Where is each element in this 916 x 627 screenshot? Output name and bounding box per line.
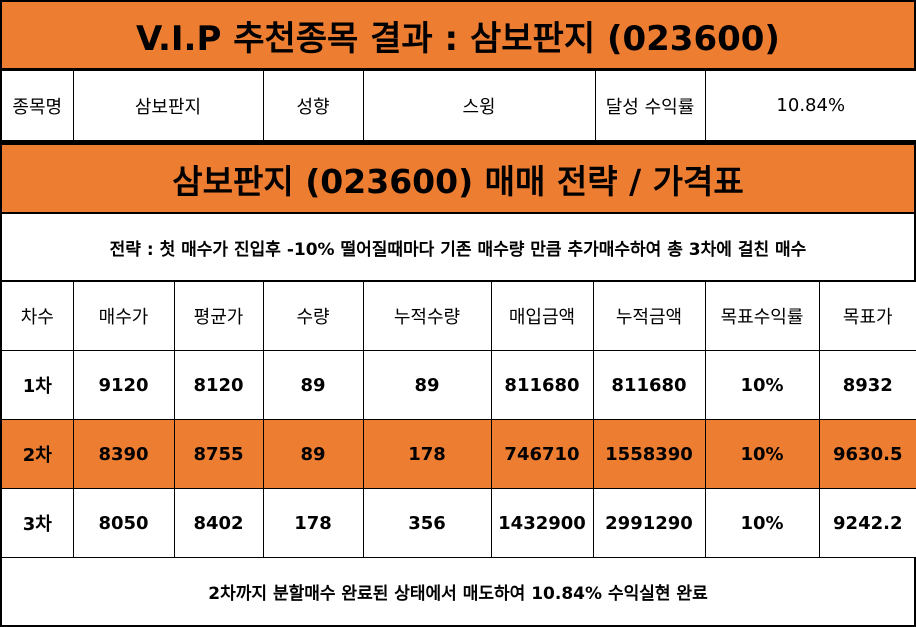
table-cell: 356: [362, 488, 492, 558]
achieved-return-value: 10.84%: [704, 70, 916, 141]
table-cell: 89: [262, 419, 364, 489]
table-cell: 8932: [818, 350, 916, 420]
table-cell: 178: [362, 419, 492, 489]
table-cell: 89: [262, 350, 364, 420]
table-cell: 8050: [72, 488, 175, 558]
header-cell: 매입금액: [490, 281, 594, 351]
table-cell: 2991290: [592, 488, 706, 558]
table-cell: 1432900: [490, 488, 594, 558]
table-cell: 89: [362, 350, 492, 420]
table-cell: 1차: [0, 350, 74, 420]
strategy-text: 전략 : 첫 매수가 진입후 -10% 떨어질때마다 기존 매수량 만큼 추가매…: [109, 239, 807, 260]
stock-name-value: 삼보판지: [72, 70, 264, 141]
trade-type-value: 스윙: [362, 70, 596, 141]
result-summary: 2차까지 분할매수 완료된 상태에서 매도하여 10.84% 수익실현 완료: [0, 557, 916, 627]
table-cell: 10%: [704, 350, 820, 420]
table-cell: 811680: [490, 350, 594, 420]
table-cell: 8390: [72, 419, 175, 489]
table-row: 1차 9120 8120 89 89 811680 811680 10% 893…: [0, 350, 916, 420]
stock-info-table: 종목명 삼보판지 성향 스윙 달성 수익률 10.84%: [0, 70, 916, 141]
table-cell: 10%: [704, 488, 820, 558]
table-cell: 178: [262, 488, 364, 558]
section-title-text: 삼보판지 (023600) 매매 전략 / 가격표: [172, 161, 744, 201]
table-cell: 2차: [0, 419, 74, 489]
table-cell: 10%: [704, 419, 820, 489]
table-cell: 9630.5: [818, 419, 916, 489]
header-cell: 목표수익률: [704, 281, 820, 351]
table-cell: 3차: [0, 488, 74, 558]
table-row-highlighted: 2차 8390 8755 89 178 746710 1558390 10% 9…: [0, 419, 916, 489]
header-cell: 목표가: [818, 281, 916, 351]
table-cell: 811680: [592, 350, 706, 420]
price-table: 차수 매수가 평균가 수량 누적수량 매입금액 누적금액 목표수익률 목표가 1…: [0, 281, 916, 558]
header-cell: 매수가: [72, 281, 175, 351]
header-cell: 수량: [262, 281, 364, 351]
table-cell: 8402: [173, 488, 264, 558]
table-cell: 9120: [72, 350, 175, 420]
table-cell: 8120: [173, 350, 264, 420]
page-title-text: V.I.P 추천종목 결과 : 삼보판지 (023600): [136, 18, 780, 59]
section-title: 삼보판지 (023600) 매매 전략 / 가격표: [0, 141, 916, 214]
stock-name-label: 종목명: [0, 70, 74, 141]
table-row: 3차 8050 8402 178 356 1432900 2991290 10%…: [0, 488, 916, 558]
table-cell: 746710: [490, 419, 594, 489]
achieved-return-label: 달성 수익률: [594, 70, 706, 141]
page-title: V.I.P 추천종목 결과 : 삼보판지 (023600): [0, 0, 916, 70]
header-cell: 누적수량: [362, 281, 492, 351]
header-cell: 누적금액: [592, 281, 706, 351]
header-cell: 차수: [0, 281, 74, 351]
table-cell: 8755: [173, 419, 264, 489]
table-cell: 1558390: [592, 419, 706, 489]
header-cell: 평균가: [173, 281, 264, 351]
result-summary-text: 2차까지 분할매수 완료된 상태에서 매도하여 10.84% 수익실현 완료: [208, 584, 708, 604]
strategy-note: 전략 : 첫 매수가 진입후 -10% 떨어질때마다 기존 매수량 만큼 추가매…: [0, 214, 916, 281]
table-header-row: 차수 매수가 평균가 수량 누적수량 매입금액 누적금액 목표수익률 목표가: [0, 281, 916, 351]
trade-type-label: 성향: [262, 70, 364, 141]
table-cell: 9242.2: [818, 488, 916, 558]
